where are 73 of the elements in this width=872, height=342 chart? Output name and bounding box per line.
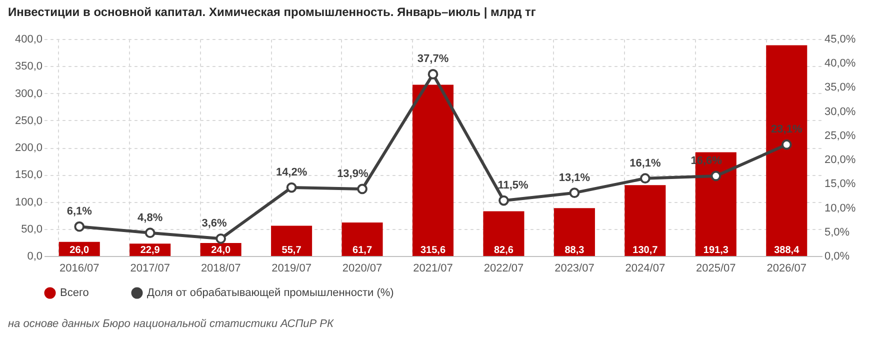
y-tick-label: 400,0 (14, 34, 42, 46)
y2-tick-label: 0,0% (824, 250, 850, 262)
bar (271, 226, 312, 256)
y2-tick-label: 15,0% (824, 178, 856, 190)
y2-tick-label: 25,0% (824, 130, 856, 142)
y-tick-label: 250,0 (14, 114, 42, 127)
y-tick-label: 150,0 (14, 169, 42, 182)
data-label: 16,1% (630, 157, 661, 170)
data-label: 315,6 (420, 245, 446, 256)
x-tick-label: 2025/07 (696, 262, 736, 274)
y-tick-label: 200,0 (14, 142, 42, 154)
data-label: 22,9 (140, 245, 160, 256)
x-tick-label: 2021/07 (413, 262, 453, 274)
x-tick-label: 2018/07 (200, 262, 241, 274)
data-label: 388,4 (774, 245, 800, 256)
data-label: 23,1% (771, 124, 802, 136)
point (428, 69, 438, 80)
data-label: 14,2% (276, 166, 308, 179)
x-tick-label: 2022/07 (484, 262, 524, 274)
y-tick-label: 300,0 (14, 88, 42, 100)
y-tick-label: 0,0 (27, 250, 42, 262)
y-tick-label: 100,0 (14, 196, 42, 208)
y2-tick-label: 30,0% (824, 106, 856, 118)
x-tick-label: 2017/07 (130, 262, 170, 274)
data-label: 4,8% (138, 212, 163, 224)
point (357, 184, 368, 194)
x-tick-label: 2023/07 (554, 262, 594, 274)
legend-label: Всего (60, 287, 89, 299)
data-label: 3,6% (202, 218, 228, 230)
bar (483, 211, 524, 256)
data-label: 6,1% (66, 206, 92, 218)
bar (766, 45, 808, 256)
data-label: 82,6 (494, 245, 514, 256)
text: на основе данных Бюро национальной статистики АСПиР РК (8, 318, 334, 330)
y2-tick-label: 10,0% (824, 202, 856, 214)
x-tick-label: 2026/07 (766, 262, 807, 274)
chart-title: Инвестиции в основной капитал. Химическая промышленность. Январь–июль | млрд тг (8, 5, 536, 19)
point (640, 173, 650, 184)
data-label: 11,5% (498, 180, 529, 192)
point (216, 233, 226, 244)
y2-tick-label: 45,0% (824, 34, 856, 46)
bar (412, 84, 454, 256)
x-tick-label: 2016/07 (59, 262, 100, 274)
data-label: 55,7 (282, 245, 302, 256)
point (498, 195, 509, 206)
data-label: 13,9% (337, 168, 368, 180)
data-label: 88,3 (564, 245, 585, 256)
point (74, 221, 85, 232)
y2-tick-label: 5,0% (824, 226, 850, 238)
data-label: 24,0 (211, 245, 231, 256)
y2-tick-label: 40,0% (824, 58, 856, 70)
y-tick-label: 350,0 (14, 60, 42, 73)
y-tick-label: 50,0 (21, 223, 42, 236)
point (286, 182, 297, 193)
bar (624, 185, 666, 256)
bar (554, 208, 595, 256)
legend-label: Доля от обрабатывающей промышленности (%) (147, 287, 394, 299)
point (710, 170, 722, 182)
data-label: 37,7% (417, 53, 449, 66)
x-tick-label: 2024/07 (625, 262, 666, 274)
x-tick-label: 2019/07 (272, 262, 312, 274)
data-label: 26,0 (70, 245, 90, 256)
data-label: 130,7 (632, 245, 658, 256)
point (569, 188, 580, 198)
point (144, 228, 156, 238)
y2-tick-label: 20,0% (824, 154, 856, 166)
point (781, 139, 792, 150)
y2-tick-label: 35,0% (824, 82, 856, 94)
data-label: 13,1% (558, 172, 590, 184)
bar (342, 222, 383, 256)
data-label: 61,7 (352, 245, 372, 256)
data-label: 191,3 (703, 245, 729, 256)
x-tick-label: 2020/07 (342, 262, 382, 274)
